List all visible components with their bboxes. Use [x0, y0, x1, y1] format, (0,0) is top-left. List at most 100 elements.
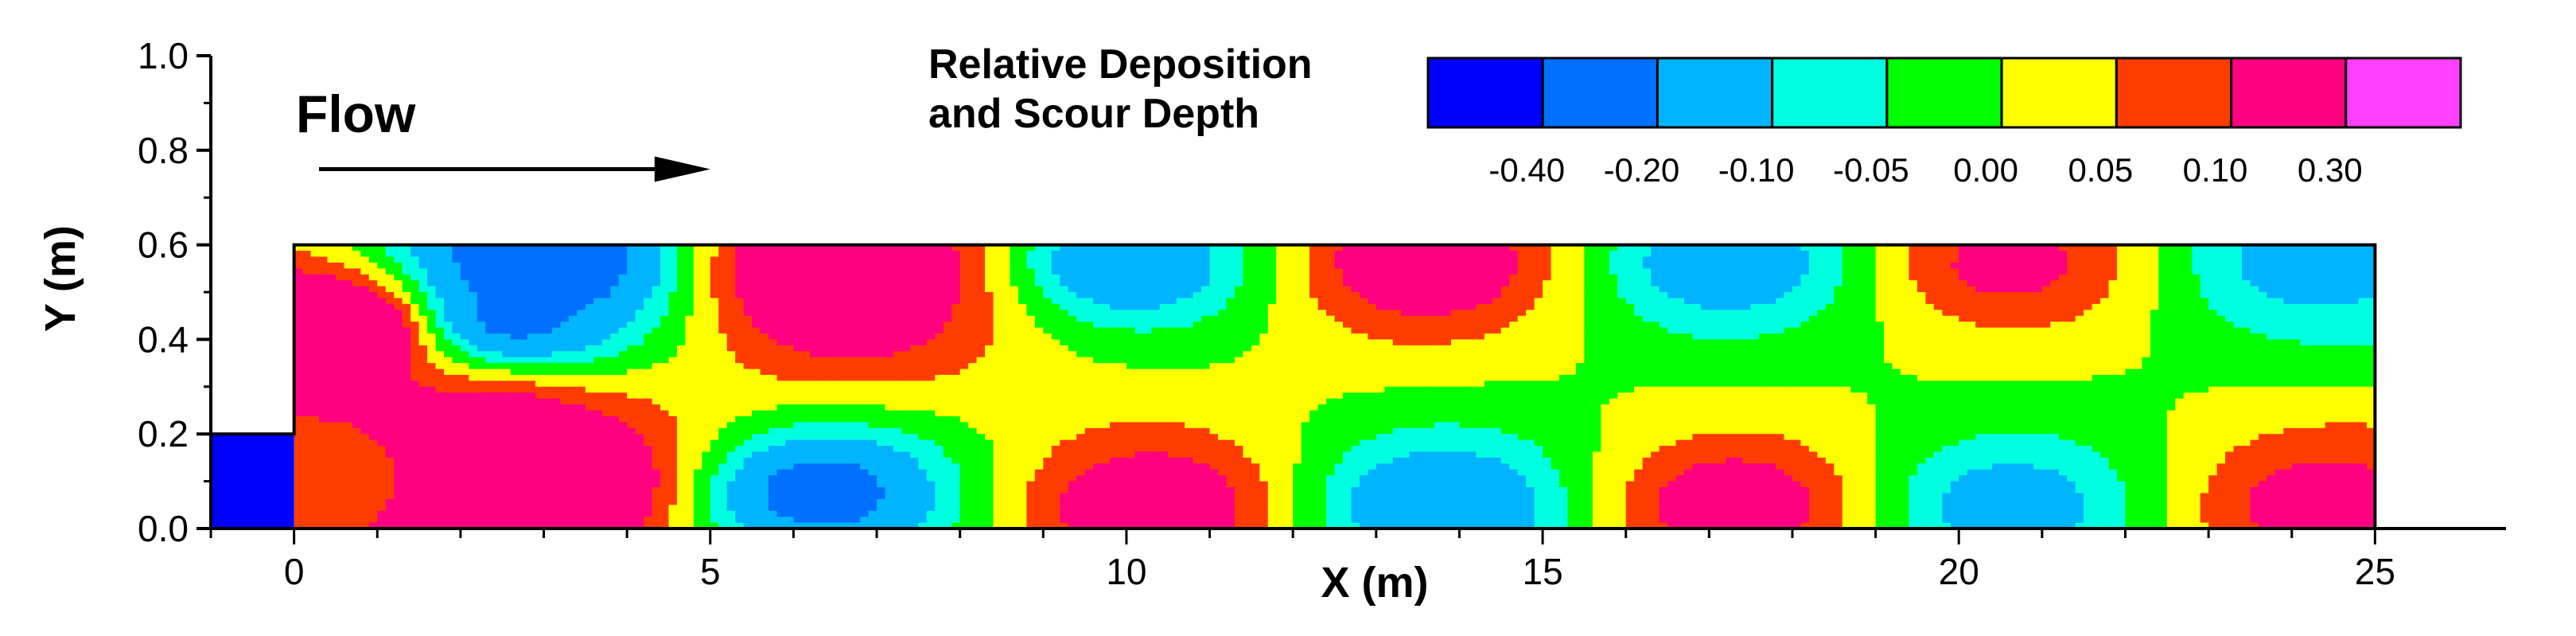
- contour-cell: [710, 268, 720, 275]
- contour-cell: [1193, 286, 1202, 293]
- contour-cell: [1808, 327, 1819, 334]
- contour-cell: [1584, 244, 1593, 252]
- contour-cell: [2250, 327, 2259, 334]
- contour-cell: [1659, 274, 1668, 281]
- contour-cell: [1784, 322, 1793, 329]
- contour-cell: [951, 339, 961, 346]
- contour-cell: [618, 357, 628, 364]
- contour-cell: [1767, 315, 1776, 322]
- contour-cell: [1251, 262, 1261, 270]
- contour-cell: [1992, 303, 2002, 311]
- contour-cell: [1185, 339, 1194, 346]
- contour-cell: [1683, 244, 1694, 252]
- contour-cell: [685, 327, 695, 334]
- contour-cell: [943, 274, 953, 281]
- contour-cell: [1226, 298, 1235, 305]
- contour-cell: [2058, 322, 2068, 329]
- contour-cell: [1800, 298, 1810, 305]
- contour-cell: [1484, 280, 1494, 287]
- contour-cell: [344, 280, 353, 287]
- contour-cell: [1409, 292, 1418, 299]
- contour-cell: [1126, 351, 1136, 358]
- contour-cell: [2283, 351, 2293, 358]
- contour-cell: [1609, 351, 1619, 358]
- contour-cell: [1967, 262, 1976, 270]
- contour-cell: [959, 303, 969, 311]
- contour-cell: [752, 262, 761, 270]
- contour-cell: [2100, 262, 2110, 270]
- contour-cell: [1284, 310, 1294, 317]
- contour-cell: [1659, 345, 1668, 353]
- contour-cell: [2366, 298, 2376, 305]
- contour-cell: [1226, 310, 1235, 317]
- contour-cell: [2125, 351, 2134, 358]
- contour-cell: [527, 322, 536, 329]
- contour-cell: [1018, 315, 1028, 322]
- contour-cell: [1609, 292, 1619, 299]
- contour-cell: [1492, 280, 1502, 287]
- contour-cell: [1959, 298, 1968, 305]
- contour-cell: [793, 345, 803, 353]
- contour-cell: [710, 262, 720, 270]
- contour-cell: [909, 327, 920, 334]
- contour-cell: [2100, 327, 2110, 334]
- contour-cell: [1584, 256, 1593, 263]
- contour-cell: [827, 310, 836, 317]
- contour-cell: [1992, 322, 2002, 329]
- contour-cell: [810, 310, 819, 317]
- contour-cell: [668, 274, 678, 281]
- contour-cell: [968, 292, 978, 299]
- contour-cell: [469, 262, 478, 270]
- contour-cell: [1176, 322, 1185, 329]
- contour-cell: [2225, 351, 2235, 358]
- contour-cell: [1159, 357, 1169, 364]
- contour-cell: [360, 303, 370, 311]
- contour-cell: [377, 268, 387, 275]
- contour-cell: [1667, 251, 1677, 258]
- contour-cell: [776, 339, 786, 346]
- contour-cell: [2366, 256, 2376, 263]
- contour-cell: [877, 351, 886, 358]
- contour-cell: [1434, 310, 1444, 317]
- contour-cell: [1034, 333, 1045, 341]
- contour-cell: [1834, 322, 1843, 329]
- contour-cell: [660, 292, 670, 299]
- contour-cell: [968, 262, 978, 270]
- contour-cell: [1526, 256, 1535, 263]
- contour-cell: [718, 322, 728, 329]
- contour-cell: [385, 286, 395, 293]
- contour-cell: [860, 327, 870, 334]
- contour-cell: [1209, 322, 1219, 329]
- contour-cell: [1717, 345, 1727, 353]
- contour-cell: [1185, 357, 1194, 364]
- contour-cell: [1384, 251, 1394, 258]
- contour-cell: [1992, 262, 2002, 270]
- contour-cell: [1767, 327, 1776, 334]
- contour-cell: [735, 315, 745, 322]
- contour-cell: [1784, 244, 1793, 252]
- contour-cell: [1076, 339, 1086, 346]
- contour-cell: [1667, 310, 1677, 317]
- contour-cell: [1651, 322, 1660, 329]
- contour-cell: [851, 268, 861, 275]
- contour-cell: [1168, 251, 1177, 258]
- contour-cell: [1709, 280, 1718, 287]
- contour-cell: [618, 310, 628, 317]
- contour-cell: [502, 310, 512, 317]
- contour-cell: [1359, 339, 1369, 346]
- contour-cell: [1426, 256, 1435, 263]
- contour-cell: [1051, 244, 1061, 252]
- contour-cell: [810, 322, 819, 329]
- contour-cell: [2366, 262, 2376, 270]
- contour-cell: [1259, 333, 1269, 341]
- contour-cell: [1209, 333, 1219, 341]
- contour-cell: [2358, 351, 2368, 358]
- contour-cell: [1634, 357, 1644, 364]
- contour-cell: [2117, 274, 2127, 281]
- contour-cell: [1734, 322, 1743, 329]
- contour-cell: [2267, 274, 2276, 281]
- contour-cell: [593, 357, 603, 364]
- contour-cell: [1026, 322, 1036, 329]
- contour-cell: [2233, 327, 2243, 334]
- contour-cell: [1717, 286, 1727, 293]
